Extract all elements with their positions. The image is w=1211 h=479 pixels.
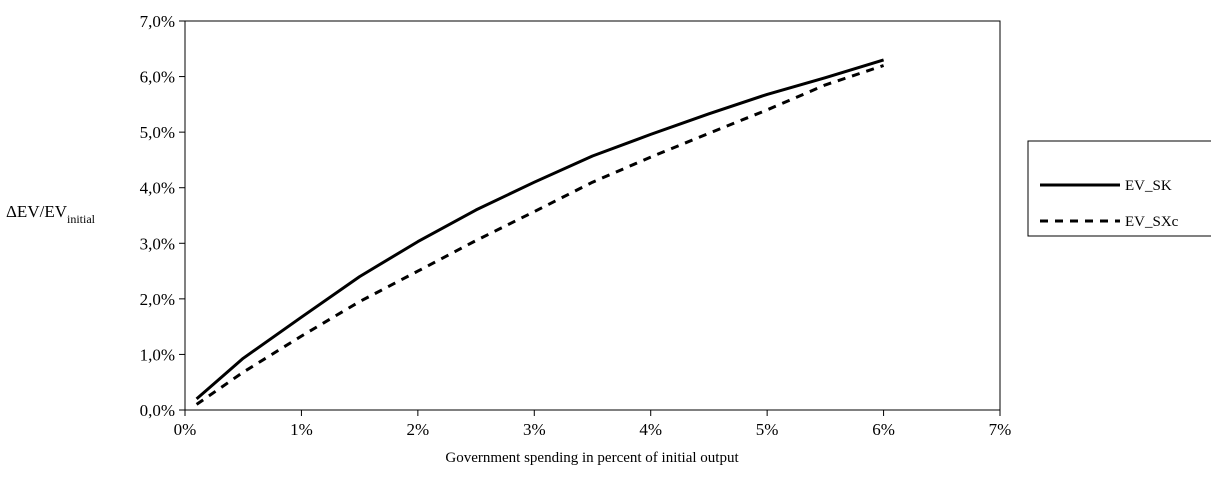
y-tick-label: 5,0% <box>140 123 175 142</box>
legend-label-ev-sxc: EV_SXc <box>1125 214 1179 230</box>
plot-area-frame <box>184 20 1001 411</box>
y-axis-title-base: ΔEV/EV <box>6 202 68 221</box>
legend-label-ev-sk: EV_SK <box>1125 178 1172 194</box>
series-line-ev-sk <box>195 58 885 401</box>
y-tick-label: 1,0% <box>140 345 175 364</box>
y-tick-label: 3,0% <box>140 234 175 253</box>
x-tick-label: 0% <box>174 420 197 439</box>
series-line-ev-sxc <box>195 64 885 406</box>
x-tick-label: 2% <box>407 420 430 439</box>
y-tick-label: 2,0% <box>140 290 175 309</box>
y-axis-title-subscript: initial <box>67 212 96 226</box>
y-tick-label: 4,0% <box>140 179 175 198</box>
x-tick-label: 6% <box>872 420 895 439</box>
y-tick-label: 0,0% <box>140 401 175 420</box>
y-tick-label: 7,0% <box>140 12 175 31</box>
y-tick-label: 6,0% <box>140 68 175 87</box>
x-tick-label: 3% <box>523 420 546 439</box>
x-axis-title: Government spending in percent of initia… <box>445 450 739 466</box>
x-tick-label: 5% <box>756 420 779 439</box>
x-tick-label: 7% <box>989 420 1012 439</box>
legend: EV_SK EV_SXc <box>1027 140 1211 237</box>
x-axis-ticks: 0% 1% 2% 3% 4% 5% 6% 7% <box>174 410 1012 439</box>
x-tick-label: 4% <box>639 420 662 439</box>
y-axis-ticks: 0,0% 1,0% 2,0% 3,0% 4,0% 5,0% 6,0% 7,0% <box>140 12 185 420</box>
x-tick-label: 1% <box>290 420 313 439</box>
series-layer <box>195 58 885 406</box>
y-axis-title: ΔEV/EVinitial <box>6 202 96 226</box>
